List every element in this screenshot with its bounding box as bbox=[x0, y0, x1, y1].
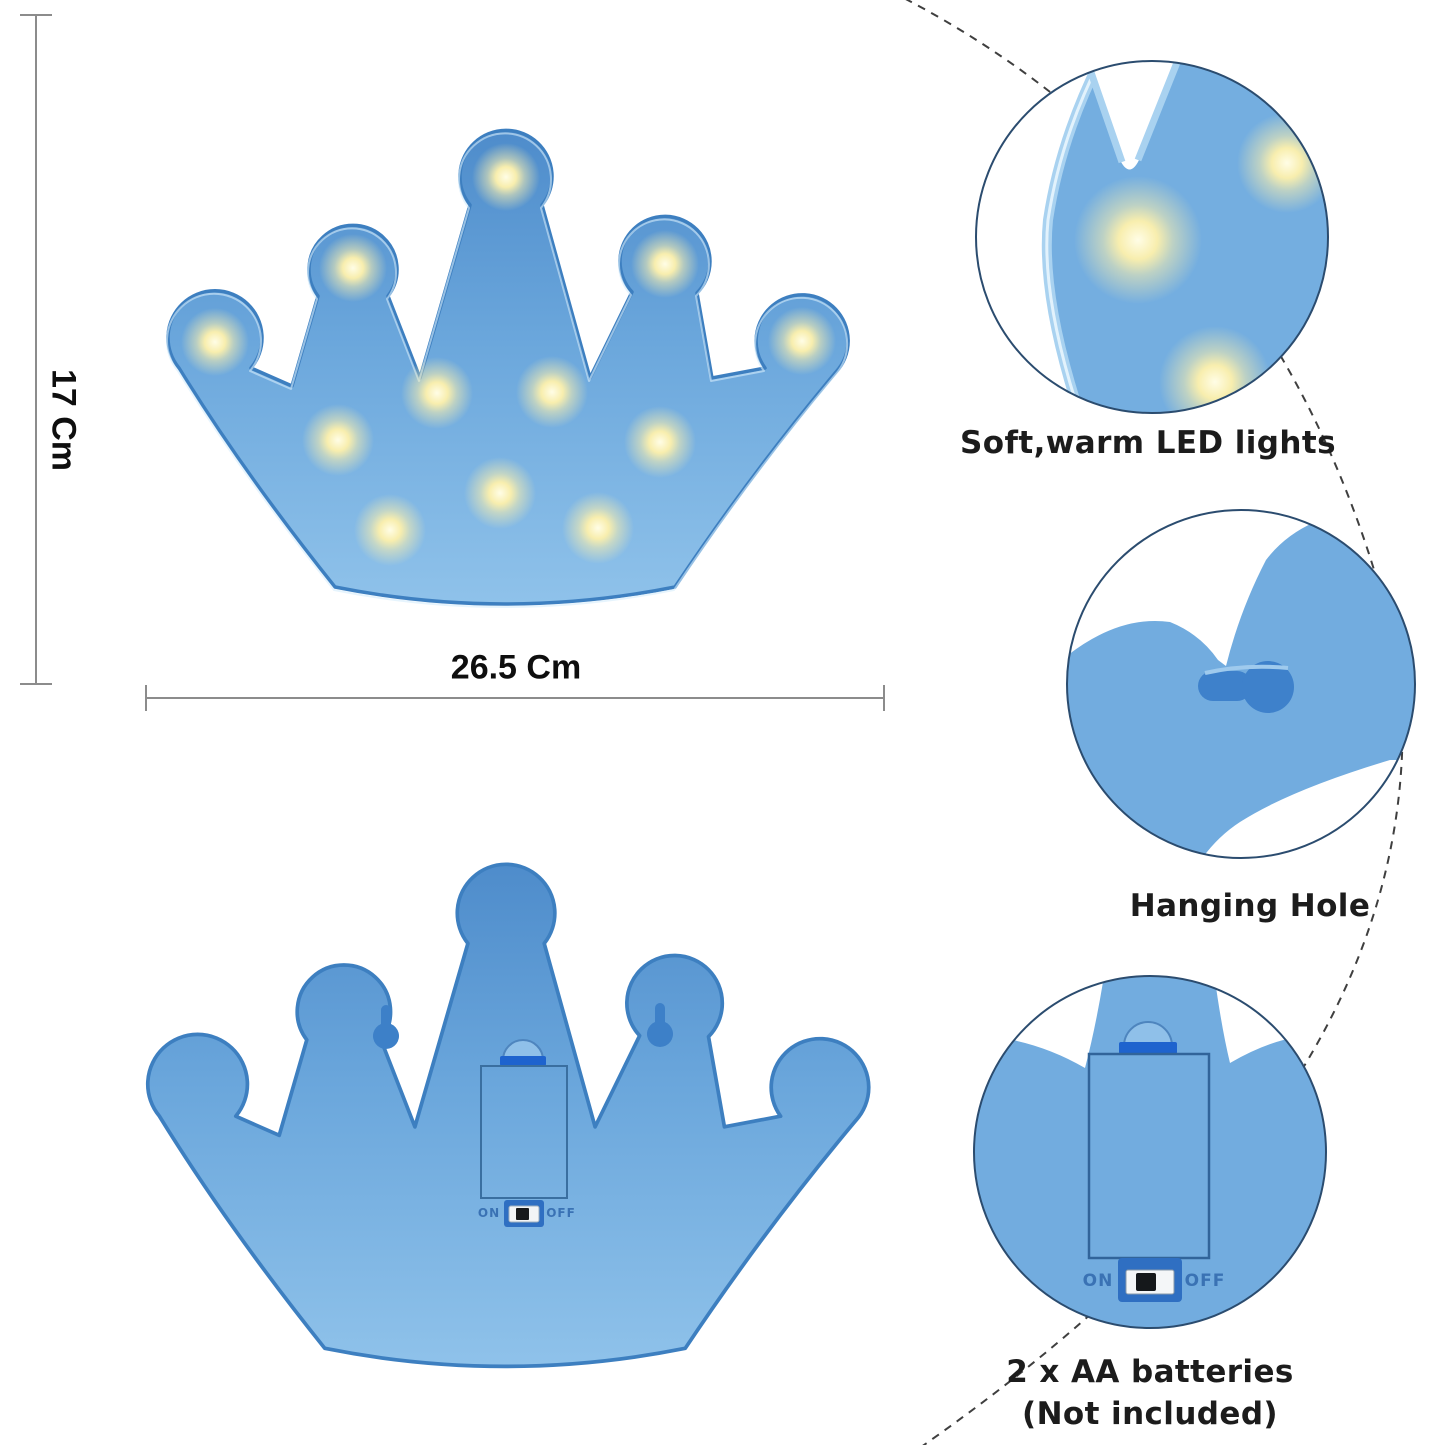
callout-led-circle bbox=[975, 60, 1329, 414]
callout-led-white-notch bbox=[1085, 61, 1180, 170]
led-body-7 bbox=[562, 492, 634, 564]
switch-off-label-callout: OFF bbox=[1184, 1271, 1226, 1291]
callout-hanging-hole-label: Hanging Hole bbox=[1129, 888, 1371, 924]
led-tip-2 bbox=[319, 234, 387, 302]
callout-switch-knob[interactable] bbox=[1136, 1273, 1156, 1291]
led-body-6 bbox=[354, 494, 426, 566]
switch-on-label-back: ON bbox=[477, 1206, 501, 1220]
crown-front-leds bbox=[181, 143, 836, 566]
crown-front-view bbox=[166, 128, 850, 608]
callout-latch-band bbox=[1119, 1042, 1177, 1054]
callout-keyhole-highlight bbox=[1204, 664, 1289, 675]
switch-on-label-callout: ON bbox=[1082, 1271, 1114, 1291]
callout-keyhole-circle bbox=[1242, 661, 1294, 713]
led-tip-3 bbox=[472, 143, 540, 211]
battery-latch-dome bbox=[501, 1039, 545, 1061]
callout-keyhole-slot bbox=[1198, 671, 1252, 701]
led-body-5 bbox=[464, 457, 536, 529]
callout-led-label: Soft,warm LED lights bbox=[960, 425, 1336, 461]
led-body-4 bbox=[624, 406, 696, 478]
crown-back-view bbox=[145, 862, 871, 1369]
hanging-keyhole-left bbox=[373, 1005, 399, 1049]
callout-battery-circle bbox=[973, 975, 1327, 1329]
led-body-3 bbox=[302, 404, 374, 476]
callout-led-glow-top bbox=[1237, 113, 1328, 213]
callout-battery-label: 2 x AA batteries bbox=[1006, 1354, 1294, 1390]
led-tip-1 bbox=[181, 308, 249, 376]
led-tip-4 bbox=[631, 230, 699, 298]
callout-latch-dome bbox=[1122, 1021, 1174, 1047]
callout-battery-white-right bbox=[1215, 976, 1326, 1063]
callout-battery-sublabel: (Not included) bbox=[1022, 1396, 1278, 1432]
height-dimension-line bbox=[20, 14, 52, 685]
led-body-1 bbox=[401, 357, 473, 429]
width-dimension-label: 26.5 Cm bbox=[450, 648, 582, 687]
width-dimension-line bbox=[145, 685, 885, 711]
height-dimension-label: 17 Cm bbox=[44, 368, 83, 472]
hanging-keyhole-right bbox=[647, 1003, 673, 1047]
switch-off-label-back: OFF bbox=[546, 1206, 576, 1220]
crown-back-body bbox=[145, 862, 871, 1369]
callout-led-glow-bottom bbox=[1159, 326, 1271, 413]
crown-front-rim-highlight bbox=[166, 132, 849, 608]
callout-led-glow-main bbox=[1074, 176, 1202, 304]
battery-compartment bbox=[480, 1065, 568, 1199]
callout-led-rim-inner bbox=[1045, 61, 1102, 413]
power-switch-knob[interactable] bbox=[516, 1208, 529, 1220]
led-body-2 bbox=[516, 356, 588, 428]
callout-hole-white-top bbox=[1067, 510, 1315, 666]
led-tip-5 bbox=[768, 307, 836, 375]
battery-latch-band bbox=[500, 1056, 546, 1066]
callout-hanging-hole-circle bbox=[1066, 509, 1416, 859]
